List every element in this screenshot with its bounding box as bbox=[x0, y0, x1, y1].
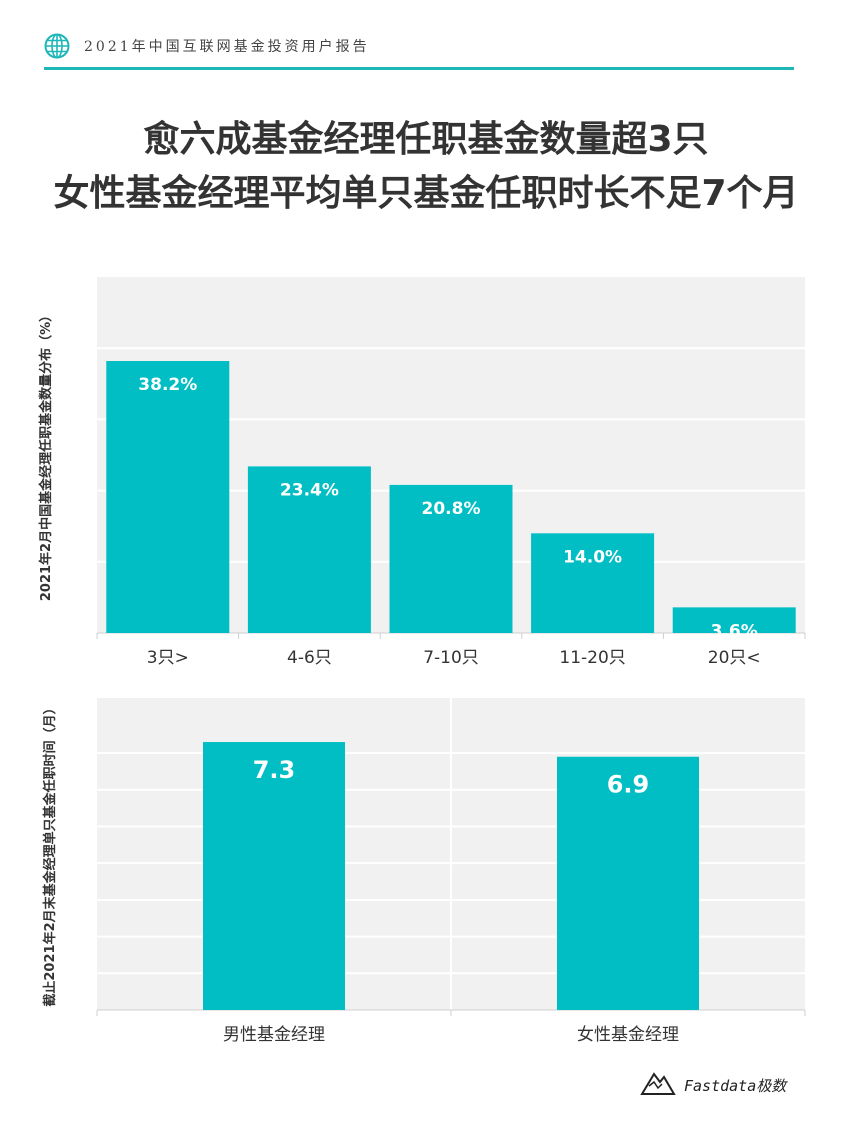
bar bbox=[389, 484, 513, 633]
bar bbox=[247, 466, 371, 633]
x-tick-label: 20只< bbox=[708, 648, 761, 668]
data-label: 23.4% bbox=[280, 480, 339, 500]
data-label: 3.6% bbox=[711, 621, 758, 641]
data-label: 38.2% bbox=[138, 375, 197, 395]
bar bbox=[672, 607, 796, 633]
x-tick-label: 女性基金经理 bbox=[577, 1025, 679, 1045]
x-tick-label: 男性基金经理 bbox=[223, 1025, 325, 1045]
bar bbox=[106, 361, 230, 633]
data-label: 6.9 bbox=[607, 771, 650, 799]
y-axis-label: 2021年2月中国基金经理任职基金数量分布（%） bbox=[38, 309, 54, 601]
headline-line-2: 女性基金经理平均单只基金任职时长不足7个月 bbox=[53, 173, 799, 214]
report-header: 2021年中国互联网基金投资用户报告 bbox=[44, 30, 794, 70]
report-title: 2021年中国互联网基金投资用户报告 bbox=[84, 39, 370, 55]
data-label: 7.3 bbox=[253, 756, 296, 784]
tenure-by-gender-chart: 7.3 男性基金经理 6.9 女性基金经理 截止2021年2月末基金经理单只基金任职时间… bbox=[42, 698, 806, 1045]
x-tick-label: 7-10只 bbox=[423, 648, 479, 668]
globe-icon bbox=[44, 33, 70, 59]
x-tick-label: 4-6只 bbox=[287, 648, 332, 668]
x-tick-label: 11-20只 bbox=[559, 648, 625, 668]
bar bbox=[203, 742, 345, 1010]
y-axis-label: 截止2021年2月末基金经理单只基金任职时间（月） bbox=[42, 701, 58, 1006]
header-divider bbox=[44, 67, 794, 70]
fastdata-logo: Fastdata极数 bbox=[640, 1068, 800, 1100]
headline-line-1: 愈六成基金经理任职基金数量超3只 bbox=[143, 119, 709, 160]
bar bbox=[531, 533, 655, 633]
fund-count-distribution-chart: 38.2% 3只> 23.4% 4-6只 20.8% 7-10只 14.0% 11-20只 3.… bbox=[38, 277, 806, 668]
logo-text: Fastdata极数 bbox=[684, 1077, 787, 1095]
mountain-logo-icon bbox=[640, 1072, 676, 1095]
data-label: 14.0% bbox=[563, 547, 622, 567]
x-tick-label: 3只> bbox=[147, 648, 189, 668]
headline: 愈六成基金经理任职基金数量超3只 女性基金经理平均单只基金任职时长不足7个月 bbox=[0, 115, 852, 223]
data-label: 20.8% bbox=[422, 499, 481, 519]
bar bbox=[557, 756, 699, 1010]
